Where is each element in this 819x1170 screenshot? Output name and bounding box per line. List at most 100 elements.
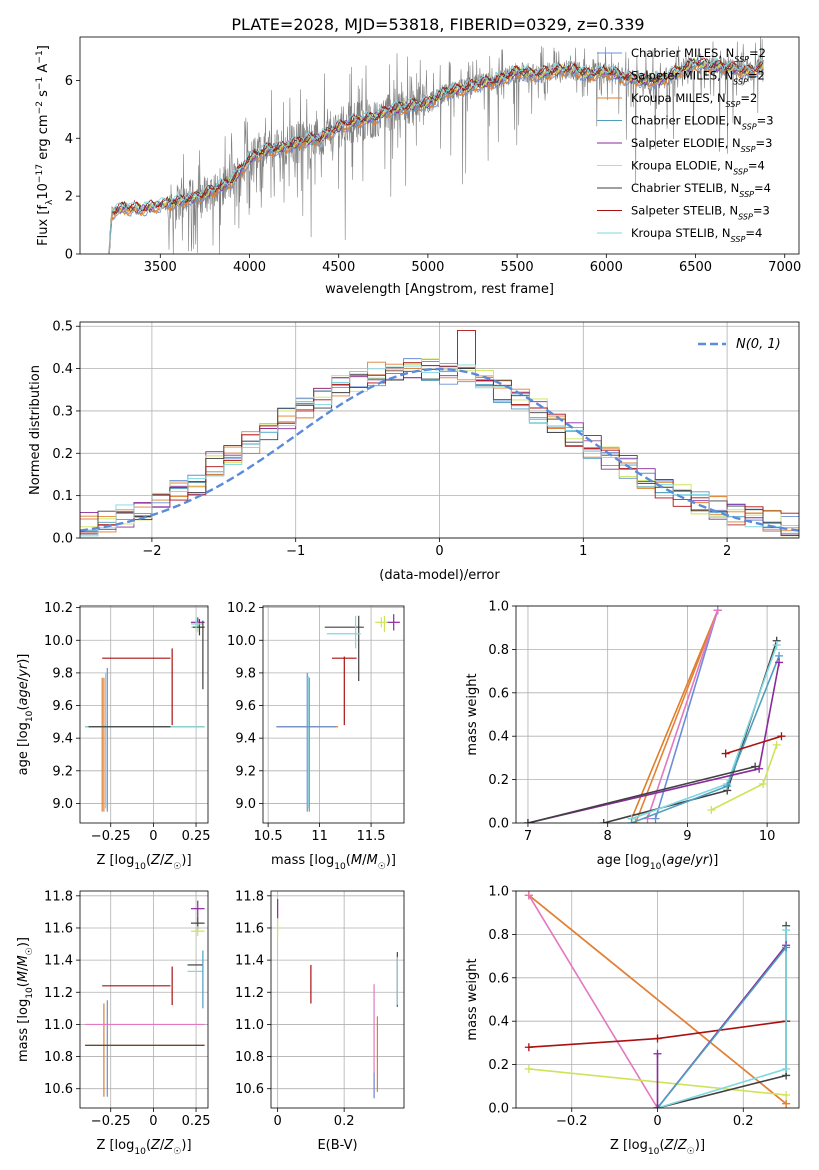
y-tick-label: 0.0: [488, 1102, 509, 1117]
legend-label: Kroupa MILES, NSSP=2: [631, 91, 757, 109]
weight-line-8: [656, 946, 787, 1108]
y-tick-label: 0.0: [488, 817, 509, 832]
x-axis-label: mass [log10(M/M☉)]: [271, 853, 396, 872]
y-tick-label: 0.3: [52, 404, 73, 419]
y-tick-label: 11.4: [44, 954, 73, 969]
weight-marker: [723, 782, 732, 791]
weight-line-4: [603, 640, 778, 823]
x-axis-label: Z [log10(Z/Z☉)]: [96, 853, 191, 872]
y-tick-label: 9.4: [235, 732, 256, 747]
y-tick-label: 10.0: [227, 634, 256, 649]
y-tick-label: 11.4: [235, 954, 264, 969]
x-tick-label: 9: [683, 829, 691, 844]
axes-weight_vs_Z: −0.2 0 0.2 0.0 0.2 0.4 0.6 0.8 1.0 mass weight Z […: [465, 885, 800, 1157]
y-tick-label: 0.5: [52, 320, 73, 335]
y-tick-label: 2: [65, 190, 73, 205]
weight-marker: [653, 1034, 662, 1043]
weight-marker: [653, 1049, 662, 1058]
weight-marker: [782, 926, 791, 935]
histogram-step-8: [80, 364, 799, 538]
weight-marker: [721, 749, 730, 758]
x-tick-label: 7: [524, 829, 532, 844]
x-tick-label: −0.25: [91, 1114, 131, 1129]
weight-marker: [775, 658, 784, 667]
legend-label: Kroupa STELIB, NSSP=4: [631, 226, 762, 244]
y-tick-label: 1.0: [488, 885, 509, 900]
x-tick-label: 0: [149, 1114, 157, 1129]
y-tick-label: 0.4: [488, 730, 509, 745]
x-axis-label: Z [log10(Z/Z☉)]: [96, 1138, 191, 1157]
weight-marker: [782, 1090, 791, 1099]
model-line-8: [108, 55, 764, 254]
x-tick-label: 1: [579, 544, 587, 559]
spectrum-legend: Chabrier MILES, NSSP=2 Salpeter MILES, NS…: [597, 46, 774, 244]
weight-marker: [653, 1104, 662, 1108]
y-tick-label: 0.4: [52, 362, 73, 377]
x-tick-label: 0.25: [182, 1114, 211, 1129]
model-line-7: [108, 57, 764, 254]
plot-area-spectrum: [108, 37, 764, 254]
x-tick-label: 3500: [144, 260, 177, 275]
y-tick-label: 11.0: [235, 1018, 264, 1033]
weight-marker: [713, 606, 722, 615]
gaussian-curve: [80, 367, 799, 532]
model-line-4: [108, 58, 764, 254]
y-tick-label: 0.8: [488, 643, 509, 658]
weight-marker: [777, 732, 786, 741]
y-tick-label: 9.0: [52, 797, 73, 812]
y-tick-label: 0.2: [52, 447, 73, 462]
plot-area-age_vs_mass: [276, 614, 400, 812]
weight-line-8: [725, 735, 782, 755]
legend-label: Salpeter MILES, NSSP=2: [631, 69, 765, 87]
y-tick-label: 0.6: [488, 686, 509, 701]
x-tick-label: 0.25: [182, 829, 211, 844]
axes-age_vs_mass: 10.5 11 11.5 9.0 9.2 9.4 9.6 9.8 10.0 10.2 mass [l…: [227, 601, 405, 872]
x-tick-label: 4500: [322, 260, 355, 275]
y-tick-label: 9.0: [235, 797, 256, 812]
y-tick-label: 10.6: [235, 1082, 264, 1097]
axes-weight_vs_age: 7 8 9 10 0.0 0.2 0.4 0.6 0.8 1.0 mass weight age [l…: [465, 600, 800, 872]
x-tick-label: 2: [723, 544, 731, 559]
errorbar-point: [190, 617, 203, 631]
weight-line-2: [528, 894, 659, 1108]
x-tick-label: 5000: [411, 260, 444, 275]
y-tick-label: 9.4: [52, 732, 73, 747]
weight-marker: [772, 740, 781, 749]
plot-area-weight_vs_Z: [524, 891, 791, 1108]
axes-residuals: −2 −1 0 1 2 0.0 0.1 0.2 0.3 0.4 0.5 N(0, 1) (data-mo…: [28, 320, 800, 583]
plot-area-mass_vs_ebv: [277, 899, 398, 1099]
y-tick-label: 10.0: [44, 634, 73, 649]
y-axis-label: mass weight: [465, 958, 480, 1040]
weight-line-0: [630, 609, 719, 820]
plot-area-age_vs_Z: [85, 617, 205, 812]
legend-label: Chabrier MILES, NSSP=2: [631, 46, 766, 64]
x-tick-label: 8: [604, 829, 612, 844]
model-line-5: [108, 57, 764, 254]
axes-frame: [79, 36, 800, 255]
y-axis-label: Flux [fλ10−17 erg cm−2 s−1 A−1]: [35, 45, 55, 246]
legend-label: Kroupa ELODIE, NSSP=4: [631, 159, 765, 177]
x-tick-label: 11: [311, 829, 328, 844]
weight-marker: [759, 779, 768, 788]
x-axis-label: age [log10(age/yr)]: [597, 853, 719, 872]
y-tick-label: 0.1: [52, 489, 73, 504]
x-tick-label: −1: [286, 544, 305, 559]
legend-label: Salpeter ELODIE, NSSP=3: [631, 136, 772, 154]
legend-label: N(0, 1): [736, 337, 781, 352]
y-tick-label: 9.2: [52, 764, 73, 779]
x-tick-label: 5500: [501, 260, 534, 275]
y-tick-label: 11.6: [44, 921, 73, 936]
y-tick-label: 11.6: [235, 921, 264, 936]
y-tick-label: 9.6: [235, 699, 256, 714]
y-tick-label: 0.8: [488, 928, 509, 943]
y-tick-label: 9.8: [52, 666, 73, 681]
y-axis-label: Normed distribution: [28, 365, 43, 495]
x-tick-label: −0.2: [556, 1114, 588, 1129]
weight-marker: [631, 819, 640, 823]
weight-marker: [782, 943, 791, 952]
weight-marker: [627, 819, 636, 823]
plot-area-mass_vs_Z: [85, 900, 205, 1097]
x-tick-label: 0: [274, 1114, 282, 1129]
axes-age_vs_Z: −0.25 0 0.25 9.0 9.2 9.4 9.6 9.8 10.0 10.2 Z [log1…: [16, 601, 211, 872]
